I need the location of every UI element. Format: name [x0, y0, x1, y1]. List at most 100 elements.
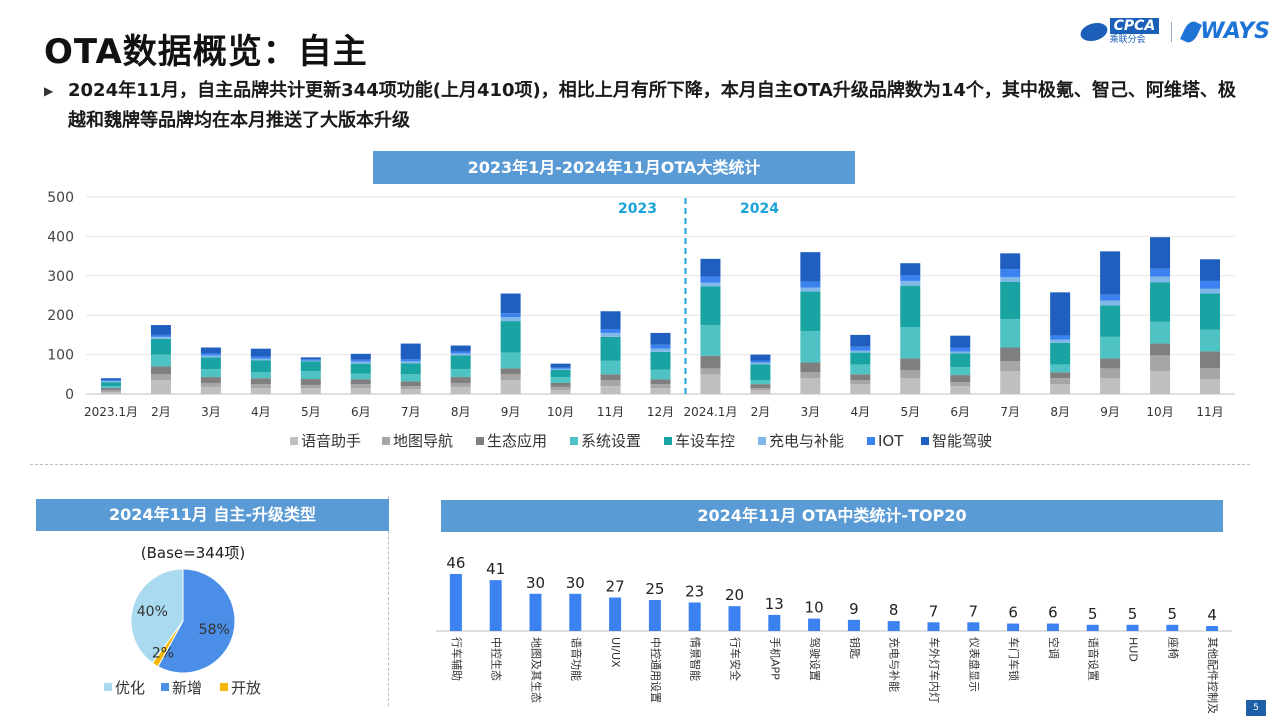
bar-segment — [350, 373, 371, 380]
bar-segment — [500, 380, 521, 394]
x-tick-label: 2023.1月 — [84, 405, 138, 419]
bar-segment — [100, 392, 121, 394]
bar-segment — [150, 374, 171, 381]
bar-segment — [1150, 276, 1171, 283]
data-label: 4 — [1207, 606, 1217, 624]
pie-value-label: 40% — [137, 604, 168, 620]
bar-segment — [500, 317, 521, 322]
x-tick-label: UI/UX — [609, 637, 622, 668]
bar-segment — [350, 361, 371, 364]
x-tick-label: 驾驶设置 — [808, 637, 822, 681]
legend-label: IOT — [878, 432, 904, 450]
data-label: 25 — [645, 580, 664, 598]
bar — [927, 622, 940, 631]
main-chart-title: 2023年1月-2024年11月OTA大类统计 — [373, 151, 855, 184]
data-label: 10 — [805, 599, 824, 617]
bar-segment — [250, 360, 271, 373]
bar-segment — [300, 379, 321, 385]
data-label: 5 — [1088, 605, 1098, 623]
year-label: 2023 — [618, 201, 657, 217]
x-tick-label: 仪表盘显示 — [967, 637, 981, 692]
bar-segment — [1000, 269, 1021, 277]
pie-chart-title: 2024年11月 自主-升级类型 — [36, 499, 389, 531]
legend-swatch — [290, 437, 298, 445]
legend-label: 开放 — [231, 679, 261, 697]
bar-segment — [150, 354, 171, 367]
bar-segment — [750, 380, 771, 385]
year-label: 2024 — [740, 201, 779, 217]
bar-segment — [1150, 371, 1171, 394]
bar-segment — [700, 368, 721, 375]
x-tick-label: 7月 — [401, 405, 421, 419]
ways-logo: WAYS — [1180, 18, 1270, 45]
bar-segment — [450, 382, 471, 387]
bar-segment — [200, 355, 221, 358]
x-tick-label: 6月 — [351, 405, 371, 419]
summary-bullet: ▶ 2024年11月，自主品牌共计更新344项功能(上月410项)，相比上月有所… — [44, 76, 1244, 136]
bar — [847, 619, 860, 631]
x-tick-label: 9月 — [501, 405, 521, 419]
summary-text: 2024年11月，自主品牌共计更新344项功能(上月410项)，相比上月有所下降… — [68, 80, 1236, 131]
bar-segment — [600, 328, 621, 333]
bar-segment — [850, 380, 871, 385]
bar-segment — [350, 359, 371, 362]
legend-label: 语音助手 — [301, 432, 361, 450]
bar-segment — [150, 380, 171, 394]
bar-segment — [1200, 259, 1221, 281]
x-tick-label: 11月 — [1196, 405, 1223, 419]
bar-segment — [500, 293, 521, 314]
bar-segment — [200, 353, 221, 356]
bar-segment — [450, 345, 471, 352]
bar-segment — [450, 353, 471, 356]
bar — [1166, 624, 1179, 631]
bar-segment — [400, 361, 421, 364]
bar-segment — [700, 286, 721, 326]
bar-segment — [350, 388, 371, 394]
page-number: 5 — [1246, 700, 1266, 716]
bar-segment — [1100, 358, 1121, 369]
top20-bar-chart: 46行车辅助41中控生态30地图及其生态30语音功能27UI/UX25中控通用设… — [436, 554, 1232, 714]
logo-group: CPCA 乘联分会 WAYS — [1077, 18, 1270, 45]
bar-segment — [650, 388, 671, 394]
x-tick-label: 语音功能 — [569, 637, 583, 681]
main-stacked-bar-chart: 0 100 200 300 400 500 2023.1月 2月 3月 4月 5月 6月 7月 8月 9月 1… — [47, 190, 1235, 450]
bar-segment — [700, 282, 721, 287]
bar-segment — [400, 386, 421, 390]
bar-segment — [700, 258, 721, 277]
data-label: 5 — [1168, 605, 1178, 623]
bar-segment — [550, 386, 571, 391]
bar-segment — [300, 357, 321, 360]
bar — [449, 573, 462, 631]
bar-segment — [650, 384, 671, 389]
legend-label: 生态应用 — [487, 432, 547, 450]
bar-segment — [150, 338, 171, 355]
page-title: OTA数据概览：自主 — [44, 32, 368, 72]
bar-segment — [300, 360, 321, 362]
bar-segment — [800, 330, 821, 363]
data-label: 7 — [929, 602, 939, 620]
bar-segment — [350, 353, 371, 360]
y-tick-label: 500 — [47, 190, 74, 206]
bar-segment — [900, 358, 921, 371]
bar-segment — [900, 263, 921, 276]
cpca-logo-text: CPCA — [1109, 18, 1160, 34]
bar-segment — [150, 336, 171, 339]
bar — [648, 600, 661, 631]
bar-segment — [800, 287, 821, 292]
bar-segment — [1150, 355, 1171, 372]
legend-swatch — [161, 683, 169, 691]
bar-segment — [1050, 378, 1071, 385]
pie-slice — [157, 568, 236, 674]
bar-segment — [1100, 305, 1121, 337]
bar-segment — [600, 386, 621, 394]
bar — [887, 621, 900, 631]
legend-swatch — [921, 437, 929, 445]
x-tick-label: 11月 — [597, 405, 624, 419]
x-tick-label: 充电与补能 — [888, 637, 902, 692]
bar-segment — [1050, 372, 1071, 379]
bar-segment — [100, 382, 121, 387]
bar-segment — [550, 377, 571, 383]
data-label: 7 — [969, 602, 979, 620]
bar-segment — [750, 364, 771, 381]
legend-label: 优化 — [115, 679, 145, 697]
